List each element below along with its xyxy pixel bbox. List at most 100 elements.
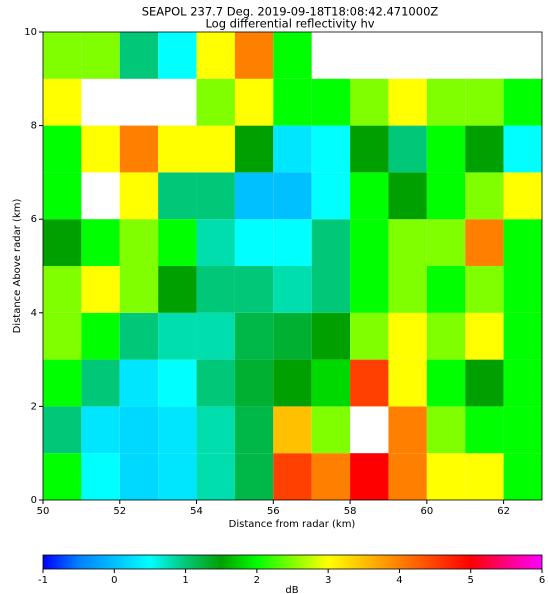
x-tick-label: 52 — [113, 506, 126, 517]
cell — [273, 78, 312, 126]
x-tick-label: 56 — [267, 506, 280, 517]
cell — [119, 219, 159, 266]
cell — [81, 406, 120, 454]
cell — [503, 172, 542, 220]
cell — [119, 172, 159, 220]
cell — [158, 406, 197, 454]
cell — [503, 312, 542, 360]
cell — [465, 78, 504, 126]
cell — [196, 32, 235, 79]
cell — [234, 359, 274, 407]
cell — [158, 266, 197, 313]
x-axis-label: Distance from radar (km) — [229, 519, 356, 530]
cell — [426, 266, 466, 313]
cell — [81, 125, 120, 173]
cell — [196, 125, 235, 173]
cell — [43, 406, 82, 454]
chart-subtitle: Log differential reflectivity hv — [205, 17, 374, 31]
cell — [388, 312, 427, 360]
cell — [465, 172, 504, 220]
cell — [426, 453, 466, 500]
cell — [503, 125, 542, 173]
cell — [196, 453, 235, 500]
cell — [158, 359, 197, 407]
cell — [388, 359, 427, 407]
cell — [388, 266, 427, 313]
cell — [158, 32, 197, 79]
y-axis-label: Distance Above radar (km) — [12, 199, 23, 334]
cell — [388, 219, 427, 266]
cell — [234, 406, 274, 454]
cell — [311, 172, 351, 220]
cell — [273, 359, 312, 407]
cell — [350, 453, 389, 500]
cell — [234, 32, 274, 79]
y-tick-label: 0 — [31, 495, 37, 506]
cell — [311, 312, 351, 360]
cell — [273, 266, 312, 313]
cell — [503, 219, 542, 266]
cell — [196, 266, 235, 313]
cell — [273, 172, 312, 220]
cell — [81, 312, 120, 360]
cell — [119, 32, 159, 79]
cell — [503, 78, 542, 126]
cell — [350, 312, 389, 360]
cell — [234, 78, 274, 126]
cell — [119, 312, 159, 360]
cell — [234, 172, 274, 220]
cell — [119, 359, 159, 407]
colorbar-tick-label: 6 — [539, 575, 545, 586]
cell — [426, 219, 466, 266]
cell — [311, 453, 351, 500]
cell — [350, 359, 389, 407]
cell — [43, 32, 82, 79]
cell — [234, 312, 274, 360]
plot-frame — [42, 31, 543, 501]
cell — [426, 78, 466, 126]
cell — [465, 266, 504, 313]
cell — [43, 172, 82, 220]
colorbar-label: dB — [285, 585, 298, 594]
cell — [465, 219, 504, 266]
cell — [426, 312, 466, 360]
cell — [273, 312, 312, 360]
cell — [311, 219, 351, 266]
cell — [273, 453, 312, 500]
cell — [234, 266, 274, 313]
cell — [234, 125, 274, 173]
cell — [388, 125, 427, 173]
colorbar — [42, 554, 543, 570]
cell — [119, 453, 159, 500]
cell — [311, 359, 351, 407]
cell — [503, 453, 542, 500]
cell — [388, 172, 427, 220]
x-tick-label: 62 — [497, 506, 510, 517]
cell — [234, 219, 274, 266]
y-tick-label: 6 — [31, 214, 37, 225]
x-tick-label: 60 — [420, 506, 433, 517]
cell — [350, 78, 389, 126]
cell — [119, 406, 159, 454]
cell — [311, 406, 351, 454]
cell — [273, 32, 312, 79]
cell — [388, 453, 427, 500]
colorbar-tick-label: 5 — [468, 575, 474, 586]
cell — [119, 266, 159, 313]
cell — [350, 219, 389, 266]
colorbar-tick-label: 2 — [254, 575, 260, 586]
chart-title: SEAPOL 237.7 Deg. 2019-09-18T18:08:42.47… — [142, 5, 439, 19]
colorbar-tick-label: 3 — [325, 575, 331, 586]
cell — [196, 172, 235, 220]
cell — [158, 219, 197, 266]
cell — [311, 78, 351, 126]
cell — [81, 32, 120, 79]
colorbar-tick-label: 0 — [111, 575, 117, 586]
cell — [43, 312, 82, 360]
cell — [465, 312, 504, 360]
cell — [196, 312, 235, 360]
cell — [196, 219, 235, 266]
x-tick-label: 50 — [37, 506, 50, 517]
cell — [158, 125, 197, 173]
